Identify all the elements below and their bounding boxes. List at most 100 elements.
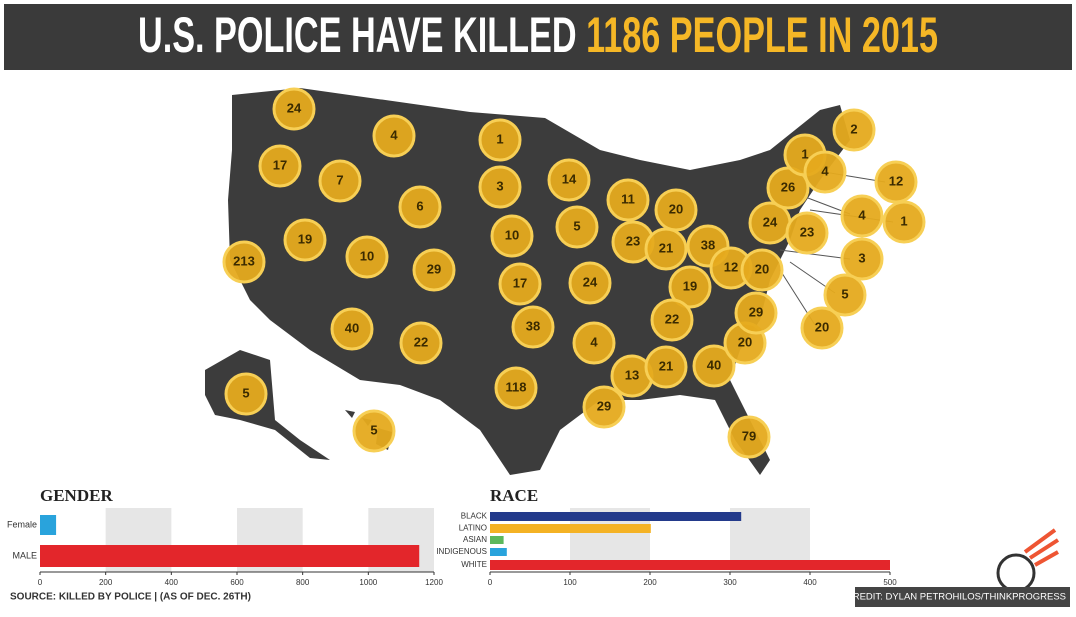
- bubble: [399, 321, 443, 365]
- bubble-label: 3: [858, 250, 865, 265]
- x-tick-label: 800: [296, 578, 310, 587]
- bubble: [692, 344, 736, 388]
- bubble: [785, 211, 829, 255]
- category-label: WHITE: [461, 560, 487, 569]
- bubble: [258, 144, 302, 188]
- bubble-label: 10: [505, 227, 519, 242]
- bubble-label: 6: [416, 198, 423, 213]
- x-tick-label: 1000: [359, 578, 377, 587]
- chart-title: GENDER: [40, 486, 113, 505]
- bubble-label: 5: [841, 286, 848, 301]
- bubble-label: 12: [724, 259, 738, 274]
- bubble-label: 38: [526, 318, 540, 333]
- bubble-label: 38: [701, 237, 715, 252]
- bubble: [740, 248, 784, 292]
- x-tick-label: 1200: [425, 578, 443, 587]
- bubble-label: 7: [336, 172, 343, 187]
- x-tick-label: 200: [99, 578, 113, 587]
- bar: [490, 524, 651, 533]
- bubble-label: 24: [583, 274, 598, 289]
- bubble-label: 29: [597, 398, 611, 413]
- category-label: Female: [7, 519, 37, 529]
- category-label: BLACK: [461, 512, 488, 521]
- bubble: [568, 261, 612, 305]
- bubble-label: 118: [506, 379, 527, 394]
- bubble-label: 29: [749, 304, 763, 319]
- bubble: [222, 240, 266, 284]
- bubble: [352, 409, 396, 453]
- bubble: [547, 158, 591, 202]
- x-tick-label: 100: [563, 578, 577, 587]
- x-tick-label: 400: [803, 578, 817, 587]
- bubble: [330, 307, 374, 351]
- bubble: [555, 205, 599, 249]
- bubble: [606, 178, 650, 222]
- bubble: [345, 235, 389, 279]
- bubble: [650, 298, 694, 342]
- category-label: MALE: [12, 550, 37, 560]
- bubble-label: 4: [821, 163, 829, 178]
- title: U.S. POLICE HAVE KILLED 1186 PEOPLE IN 2…: [138, 7, 938, 63]
- bubble-label: 3: [496, 178, 503, 193]
- bubble-label: 12: [889, 173, 903, 188]
- alaska: [205, 350, 330, 460]
- bubble-label: 40: [707, 357, 721, 372]
- x-tick-label: 200: [643, 578, 657, 587]
- bubble: [668, 265, 712, 309]
- x-tick-label: 600: [230, 578, 244, 587]
- bubble-label: 40: [345, 320, 359, 335]
- bubble-label: 19: [298, 231, 312, 246]
- bubble: [727, 415, 771, 459]
- bubble: [800, 306, 844, 350]
- category-label: INDIGENOUS: [436, 547, 487, 556]
- bubble-label: 5: [573, 218, 580, 233]
- bubble: [498, 262, 542, 306]
- bubble-label: 5: [242, 385, 249, 400]
- bubble: [224, 372, 268, 416]
- bubble-label: 24: [287, 100, 302, 115]
- bubble: [398, 185, 442, 229]
- bubble-label: 21: [659, 240, 673, 255]
- bubble-label: 19: [683, 278, 697, 293]
- bubble-label: 26: [781, 179, 795, 194]
- bubble: [572, 321, 616, 365]
- bubble-label: 13: [625, 367, 639, 382]
- bubble-label: 1: [496, 131, 503, 146]
- bubble: [372, 114, 416, 158]
- bar: [490, 560, 890, 570]
- bubble-label: 1: [900, 213, 907, 228]
- bubble-label: 213: [233, 253, 255, 268]
- bubble-label: 22: [665, 311, 679, 326]
- bubble-label: 2: [850, 121, 857, 136]
- bubble-label: 17: [513, 275, 527, 290]
- bubble-label: 17: [273, 157, 287, 172]
- bubble-label: 11: [621, 191, 635, 206]
- bubble: [644, 345, 688, 389]
- bar: [40, 545, 420, 567]
- bubble: [283, 218, 327, 262]
- bubble: [734, 291, 778, 335]
- bubble: [644, 227, 688, 271]
- bubble-label: 20: [738, 334, 752, 349]
- bubble: [412, 248, 456, 292]
- x-tick-label: 400: [165, 578, 179, 587]
- x-tick-label: 0: [488, 578, 493, 587]
- category-label: ASIAN: [463, 535, 487, 544]
- bubble: [803, 150, 847, 194]
- bubble-label: 79: [742, 428, 756, 443]
- bar: [40, 515, 57, 535]
- bubble: [494, 366, 538, 410]
- bubble-label: 20: [815, 319, 829, 334]
- bubble-label: 20: [669, 201, 683, 216]
- bubble: [272, 87, 316, 131]
- bubble: [582, 385, 626, 429]
- x-tick-label: 500: [883, 578, 897, 587]
- bubble: [478, 118, 522, 162]
- bar: [490, 536, 504, 544]
- bubble: [823, 273, 867, 317]
- bubble-label: 23: [626, 233, 640, 248]
- bubble: [511, 305, 555, 349]
- category-label: LATINO: [459, 524, 487, 533]
